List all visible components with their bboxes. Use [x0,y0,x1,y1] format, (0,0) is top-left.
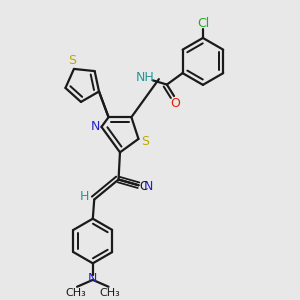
Text: N: N [144,180,153,193]
Text: NH: NH [136,71,155,84]
Text: S: S [141,135,149,148]
Text: N: N [88,272,98,285]
Text: N: N [91,120,100,133]
Text: O: O [170,97,180,110]
Text: Cl: Cl [197,17,209,30]
Text: H: H [80,190,89,203]
Text: CH₃: CH₃ [100,288,120,298]
Text: S: S [68,54,76,68]
Text: C: C [139,180,147,193]
Text: CH₃: CH₃ [65,288,86,298]
